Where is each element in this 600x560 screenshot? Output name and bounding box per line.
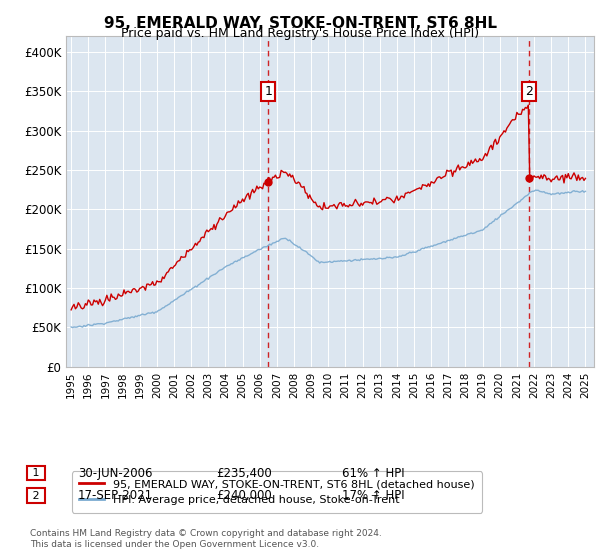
- Text: 30-JUN-2006: 30-JUN-2006: [78, 466, 152, 480]
- Text: 95, EMERALD WAY, STOKE-ON-TRENT, ST6 8HL: 95, EMERALD WAY, STOKE-ON-TRENT, ST6 8HL: [104, 16, 497, 31]
- Text: 1: 1: [29, 468, 43, 478]
- Text: Contains HM Land Registry data © Crown copyright and database right 2024.
This d: Contains HM Land Registry data © Crown c…: [30, 529, 382, 549]
- Text: 17% ↑ HPI: 17% ↑ HPI: [342, 489, 404, 502]
- Text: 17-SEP-2021: 17-SEP-2021: [78, 489, 153, 502]
- Text: 2: 2: [525, 85, 533, 98]
- Text: 1: 1: [265, 85, 272, 98]
- Text: £240,000: £240,000: [216, 489, 272, 502]
- Legend: 95, EMERALD WAY, STOKE-ON-TRENT, ST6 8HL (detached house), HPI: Average price, d: 95, EMERALD WAY, STOKE-ON-TRENT, ST6 8HL…: [71, 472, 482, 512]
- Text: Price paid vs. HM Land Registry's House Price Index (HPI): Price paid vs. HM Land Registry's House …: [121, 27, 479, 40]
- Text: 2: 2: [29, 491, 43, 501]
- Text: £235,400: £235,400: [216, 466, 272, 480]
- Text: 61% ↑ HPI: 61% ↑ HPI: [342, 466, 404, 480]
